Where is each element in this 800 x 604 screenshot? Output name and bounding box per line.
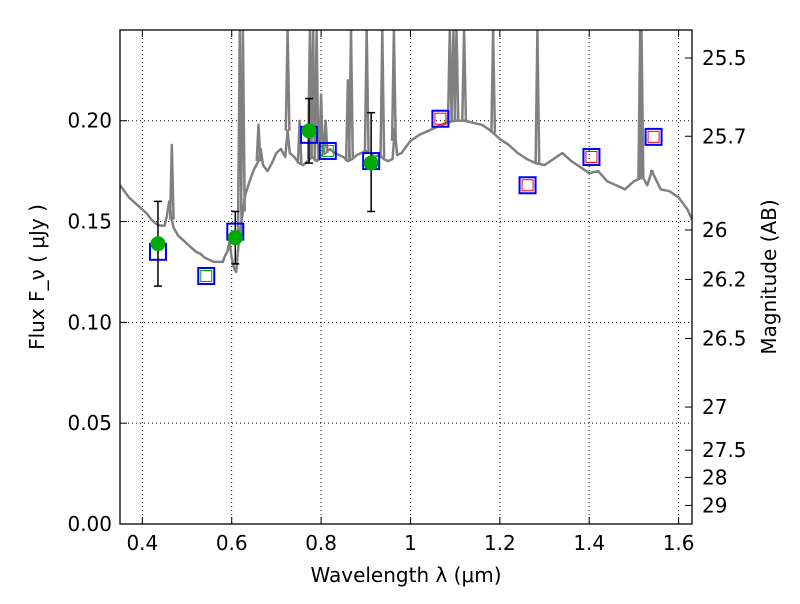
observed-square-marker	[200, 269, 213, 282]
x-tick-label: 1.4	[573, 531, 605, 555]
y-axis-ticks: 0.00 0.05 0.10 0.15 0.20	[67, 109, 127, 536]
y-tick-label: 0.00	[67, 512, 112, 536]
spectrum-emission-line	[453, 30, 460, 121]
y-tick-label: 0.10	[67, 310, 112, 334]
model-square-marker	[518, 176, 537, 195]
x-tick-label: 1.6	[663, 531, 695, 555]
spectrum-emission-line	[347, 30, 355, 160]
x-tick-label: 0.4	[126, 531, 158, 555]
x-tick-label: 1.2	[484, 531, 516, 555]
spectrum-emission-line	[313, 30, 320, 162]
spectrum-emission-line	[534, 30, 541, 164]
plot-frame	[119, 29, 693, 525]
right-axis-tick-label: 26.5	[702, 326, 747, 350]
spectrum-emission-line	[390, 30, 397, 141]
spectrum-emission-line	[363, 30, 370, 152]
x-tick-label: 1	[404, 531, 417, 555]
x-tick-label: 0.8	[305, 531, 337, 555]
x-axis-ticks: 0.4 0.6 0.8 1 1.2 1.4 1.6	[126, 30, 695, 555]
spectrum-emission-line	[322, 119, 329, 154]
measured-point	[301, 123, 317, 139]
observed-square-marker	[647, 130, 660, 143]
spectrum-emission-line	[255, 123, 262, 162]
observed-square-marker	[434, 112, 447, 125]
right-axis-tick-label: 26.2	[702, 267, 747, 291]
x-axis-label: Wavelength λ (μm)	[310, 563, 501, 587]
right-axis-label: Magnitude (AB)	[757, 199, 781, 354]
observed-square-marker	[521, 179, 534, 192]
spectrum-emission-line	[239, 30, 246, 212]
right-axis-tick-label: 25.5	[702, 46, 747, 70]
spectrum-emission-line	[284, 30, 291, 131]
model-square-marker	[582, 148, 601, 167]
model-square-marker	[644, 127, 663, 146]
y-tick-label: 0.05	[67, 411, 112, 435]
model-square-marker	[197, 266, 216, 285]
y-axis-label: Flux F_ν ( μJy )	[25, 204, 49, 350]
spectrum-layer	[120, 30, 692, 274]
right-axis-tick-label: 29	[702, 493, 727, 517]
spectrum-emission-line	[638, 30, 645, 178]
spectrum-emission-line	[379, 30, 386, 158]
right-axis-tick-label: 27	[702, 395, 727, 419]
observed-square-marker	[321, 144, 334, 157]
spectrum-emission-line	[490, 30, 497, 133]
spectrum-emission-line	[296, 119, 303, 164]
grid-lines	[120, 30, 692, 525]
x-tick-label: 0.6	[216, 531, 248, 555]
spectrum-emission-line	[461, 30, 468, 121]
right-axis-tick-label: 25.7	[702, 124, 747, 148]
model-square-marker	[318, 141, 337, 160]
right-axis-tick-label: 28	[702, 465, 727, 489]
measured-point	[363, 155, 379, 171]
observed-square-marker	[585, 151, 598, 164]
right-axis-tick-label: 26	[702, 218, 727, 242]
right-axis-tick-label: 27.5	[702, 438, 747, 462]
y-tick-label: 0.20	[67, 109, 112, 133]
model-square-marker	[431, 109, 450, 128]
spectrum-emission-line	[318, 93, 325, 156]
spectrum-emission-line	[168, 143, 175, 220]
measured-point	[150, 236, 166, 252]
y-tick-label: 0.15	[67, 210, 112, 234]
marker-layer	[148, 97, 663, 287]
right-axis-ticks: 25.5 25.7 26 26.2 26.5 27 27.5 28 29	[685, 46, 747, 517]
measured-point	[227, 230, 243, 246]
spectrum-line	[120, 119, 692, 274]
